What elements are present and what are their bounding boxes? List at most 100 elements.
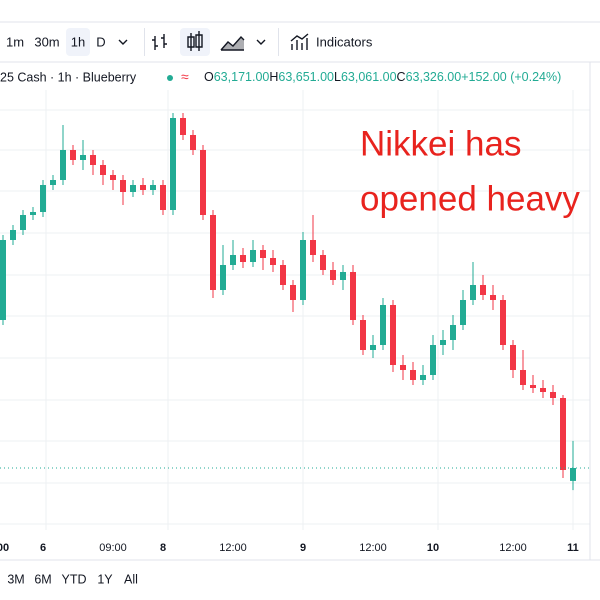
- interval-button[interactable]: 1m: [6, 34, 24, 49]
- candle-body: [230, 255, 236, 265]
- ohlc-value: 63,326.00: [406, 70, 462, 84]
- interval-button[interactable]: D: [96, 34, 105, 49]
- candle-body: [270, 258, 276, 265]
- candle-body: [160, 185, 166, 210]
- candle-body: [570, 468, 576, 481]
- interval-selected: [66, 28, 90, 56]
- candle-body: [90, 155, 96, 165]
- candle-body: [320, 255, 326, 270]
- candle-body: [480, 285, 486, 295]
- range-button[interactable]: 6M: [34, 572, 51, 586]
- candle-body: [120, 180, 126, 192]
- x-tick-label: 8: [160, 542, 166, 554]
- candle-body: [390, 305, 396, 365]
- candle-body: [250, 250, 256, 262]
- candle-body: [210, 215, 216, 290]
- candle-body: [140, 185, 146, 190]
- range-button[interactable]: 3M: [7, 572, 24, 586]
- candle-body: [240, 255, 246, 262]
- x-tick-label: 09:00: [99, 542, 127, 554]
- candle-body: [0, 240, 6, 320]
- candle-body: [520, 370, 526, 385]
- candle-body: [220, 265, 226, 290]
- ohlc-key: L: [334, 70, 341, 84]
- candle-body: [400, 365, 406, 370]
- grid: [0, 90, 590, 530]
- candle-body: [330, 270, 336, 280]
- ohlc-legend: O63,171.00H63,651.00L63,061.00C63,326.00…: [204, 70, 561, 84]
- status-dot: [167, 75, 173, 81]
- chevron-icon[interactable]: [118, 39, 128, 45]
- candle-body: [540, 388, 546, 392]
- indicators-icon[interactable]: [290, 33, 309, 50]
- range-button[interactable]: 1Y: [97, 572, 113, 586]
- candle-body: [450, 325, 456, 340]
- x-tick-label: 9: [300, 542, 306, 554]
- ohlc-key: C: [397, 70, 406, 84]
- x-tick-label: 6: [40, 542, 46, 554]
- candle-body: [500, 300, 506, 345]
- candle-icon: [187, 31, 203, 51]
- candle-body: [170, 118, 176, 210]
- area-icon[interactable]: [220, 35, 245, 51]
- candle-body: [80, 155, 86, 160]
- candle-body: [440, 340, 446, 345]
- x-tick-label: 12:00: [359, 542, 387, 554]
- candle-body: [280, 265, 286, 285]
- ohlc-value: 63,061.00: [341, 70, 397, 84]
- ohlc-key: O: [204, 70, 214, 84]
- x-tick-label: 10: [427, 542, 439, 554]
- candle-body: [300, 240, 306, 300]
- ohlc-value: 63,171.00: [214, 70, 270, 84]
- candle-body: [100, 165, 106, 175]
- x-tick-label: 12:00: [499, 542, 527, 554]
- candle-body: [510, 345, 516, 370]
- candle-body: [380, 305, 386, 345]
- x-tick-label: 00: [0, 542, 9, 554]
- candle-body: [20, 215, 26, 230]
- range-button[interactable]: All: [124, 572, 138, 586]
- candle-body: [130, 185, 136, 192]
- candle-body: [470, 285, 476, 300]
- chevron-icon[interactable]: [256, 39, 266, 45]
- candle-body: [110, 175, 116, 180]
- status-icon: ≈: [181, 69, 189, 85]
- candle-body: [290, 285, 296, 300]
- range-button[interactable]: YTD: [62, 572, 87, 586]
- candle-body: [490, 295, 496, 300]
- x-tick-label: 12:00: [219, 542, 247, 554]
- candle-body: [460, 300, 466, 325]
- candle-body: [190, 135, 196, 150]
- candle-body: [340, 272, 346, 280]
- ohlc-key: H: [269, 70, 278, 84]
- candle-body: [530, 385, 536, 388]
- annotation: Nikkei has: [360, 124, 521, 163]
- candle-body: [310, 240, 316, 255]
- x-tick-label: 11: [567, 542, 579, 554]
- bar-type-icon[interactable]: [152, 34, 167, 50]
- candle-body: [150, 185, 156, 190]
- candle-body: [430, 345, 436, 375]
- interval-button[interactable]: 30m: [34, 34, 59, 49]
- candle-body: [180, 118, 186, 135]
- candle-button[interactable]: [180, 28, 210, 56]
- interval-button[interactable]: 1h: [71, 34, 85, 49]
- candle-body: [420, 375, 426, 380]
- candle-body: [60, 150, 66, 180]
- ohlc-value: 63,651.00: [278, 70, 334, 84]
- annotation: opened heavy: [360, 179, 580, 218]
- candle-body: [360, 320, 366, 350]
- candle-body: [10, 230, 16, 240]
- separator: [278, 28, 279, 56]
- candle-body: [350, 272, 356, 320]
- change-value: +152.00 (+0.24%): [461, 70, 561, 84]
- candle-body: [70, 150, 76, 160]
- candle-body: [370, 345, 376, 350]
- indicators-button[interactable]: Indicators: [316, 34, 373, 49]
- candle-body: [260, 250, 266, 258]
- symbol-label: 25 Cash · 1h · Blueberry: [0, 70, 137, 84]
- candle-body: [410, 370, 416, 380]
- candle-body: [30, 212, 36, 215]
